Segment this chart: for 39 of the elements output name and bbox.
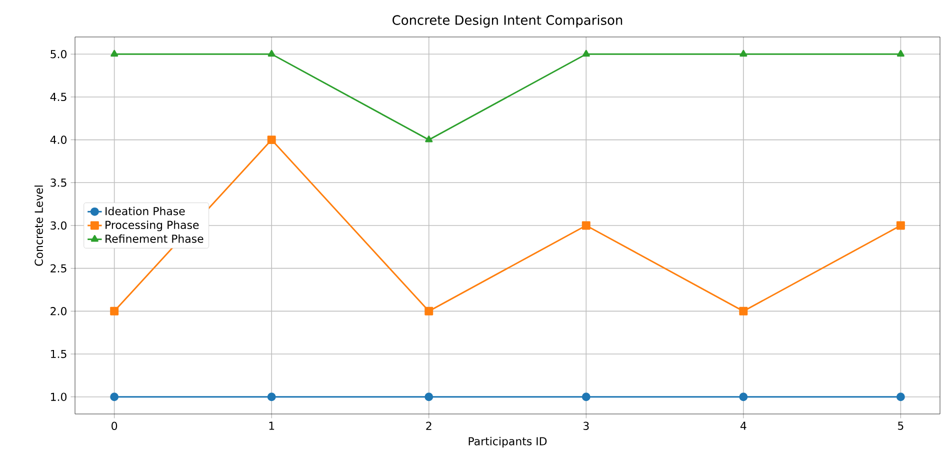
point xyxy=(268,50,276,57)
x-tick-label: 0 xyxy=(112,422,118,430)
point xyxy=(425,136,433,142)
x-tick-label: 3 xyxy=(583,422,589,430)
point xyxy=(267,136,276,144)
y-tick-label: 1.0 xyxy=(51,392,66,401)
point xyxy=(424,306,434,316)
y-tick-label: 2.5 xyxy=(50,264,66,272)
point xyxy=(110,392,119,402)
point xyxy=(582,221,590,230)
y-tick-label: 5.0 xyxy=(50,50,66,58)
point xyxy=(582,50,590,57)
x-tick-label: 4 xyxy=(740,422,746,430)
point xyxy=(739,306,748,316)
y-tick-label: 4.0 xyxy=(50,136,66,144)
legend-label: Ideation Phase xyxy=(106,206,185,216)
y-tick-label: 2.0 xyxy=(50,307,66,316)
point xyxy=(110,50,118,57)
point xyxy=(896,50,904,57)
y-tick-label: 4.5 xyxy=(50,92,66,102)
x-tick-label: 5 xyxy=(898,422,904,430)
x-tick-label: 2 xyxy=(426,422,432,430)
point xyxy=(267,392,276,402)
legend-label: Processing Phase xyxy=(106,220,199,232)
point xyxy=(896,392,905,402)
x-tick-label: 1 xyxy=(269,422,274,430)
y-axis-title: Concrete Level xyxy=(34,186,43,266)
y-tick-label: 3.0 xyxy=(50,221,66,230)
x-axis-title: Participants ID xyxy=(468,436,547,448)
point xyxy=(582,392,590,402)
point xyxy=(896,221,905,230)
point xyxy=(740,50,748,57)
y-tick-label: 1.5 xyxy=(51,350,66,358)
point xyxy=(110,306,119,316)
legend-label: Refinement Phase xyxy=(106,234,204,243)
point xyxy=(739,392,748,402)
chart-title: Concrete Design Intent Comparison xyxy=(392,14,622,28)
y-tick-label: 3.5 xyxy=(50,178,66,187)
point xyxy=(424,392,434,402)
